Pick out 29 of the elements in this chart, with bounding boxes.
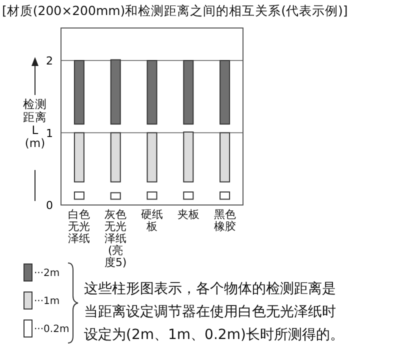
bar [110,59,121,125]
legend: ···1m [34,296,60,307]
bar [146,132,158,182]
legend: ···0.2m [34,324,70,335]
bar [220,191,230,200]
bar [74,60,84,125]
bar [220,60,230,125]
y-tick-label: 0 [46,199,53,212]
category: 白色无光泽纸 [67,209,92,245]
bar [146,191,158,200]
ylabel: 检测距离L (m) [22,98,47,150]
bar [146,60,158,125]
bar [183,132,194,182]
bar [74,132,84,182]
bar [110,192,121,200]
title: [材质(200×200mm)和检测距离之间的相互关系(代表示例)] [2,3,348,20]
category: 黑色橡胶 [212,209,237,233]
bar [110,132,121,182]
legend: ···2m [34,268,60,279]
category: 灰色无光泽纸(亮度5) [104,209,128,269]
bar [183,60,194,125]
y-tick-label: 2 [46,54,53,68]
y-tick-label: 1 [46,126,53,140]
category: 夹板 [176,209,200,221]
annotation: 这些柱形图表示，各个物体的检测距离是当距离设定调节器在使用白色无光泽纸时设定为(2m、1m、0.2m)长时所测得的。 [84,280,345,345]
bar [183,191,194,200]
category: 硬纸板 [140,209,164,233]
bar [74,191,84,200]
bar [220,132,230,182]
